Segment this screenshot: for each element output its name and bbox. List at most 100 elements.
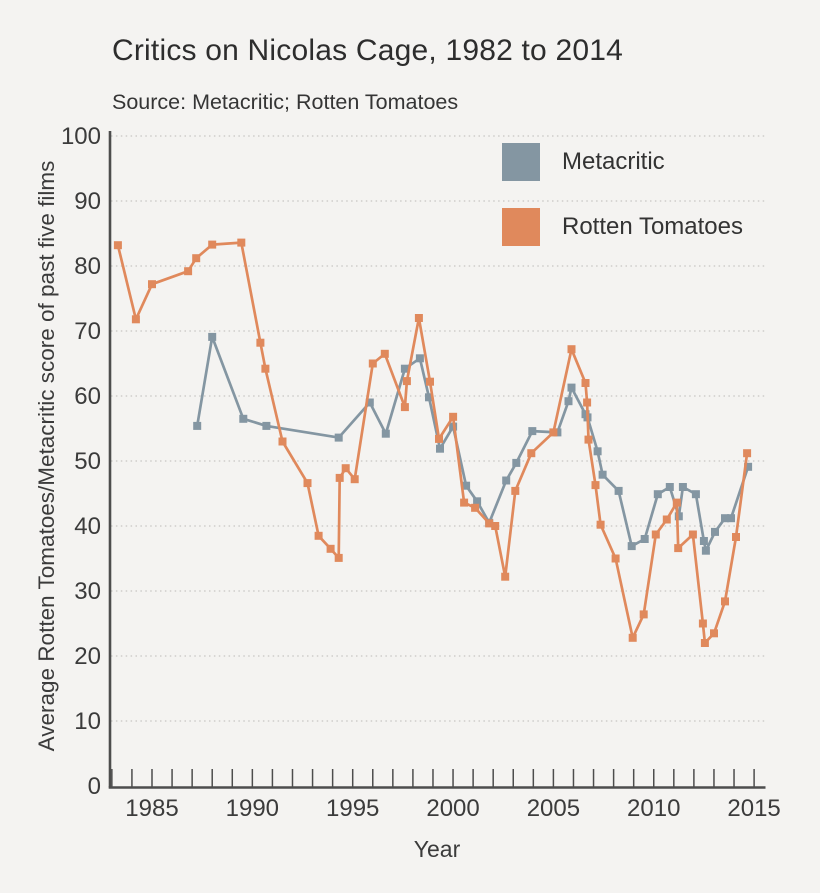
data-point xyxy=(400,403,409,412)
data-point xyxy=(341,464,350,473)
data-point xyxy=(415,354,424,363)
data-point xyxy=(721,514,729,523)
data-point xyxy=(640,535,649,543)
y-tick-label: 80 xyxy=(74,253,101,280)
data-point xyxy=(596,520,605,529)
data-point xyxy=(502,476,511,485)
data-point xyxy=(239,414,248,423)
data-point xyxy=(501,572,510,581)
data-point xyxy=(699,537,708,545)
chart-source: Source: Metacritic; Rotten Tomatoes xyxy=(112,90,459,114)
data-point xyxy=(674,512,683,521)
data-point xyxy=(628,633,637,642)
data-point xyxy=(672,498,681,507)
data-point xyxy=(131,315,140,324)
data-point xyxy=(368,359,377,368)
data-point xyxy=(208,240,217,249)
data-point xyxy=(698,619,707,628)
y-tick-label: 20 xyxy=(74,643,101,670)
data-point xyxy=(237,238,246,247)
data-point xyxy=(665,483,674,491)
data-point xyxy=(113,241,122,250)
y-tick-label: 30 xyxy=(74,578,101,605)
y-tick-label: 0 xyxy=(88,773,101,800)
legend: Metacritic Rotten Tomatoes xyxy=(502,143,743,273)
data-point xyxy=(471,503,480,512)
data-point xyxy=(278,437,287,446)
data-point xyxy=(662,515,671,524)
data-point xyxy=(414,314,423,322)
data-point xyxy=(691,490,700,499)
data-point xyxy=(334,433,343,442)
data-point xyxy=(184,267,193,276)
y-tick-label: 50 xyxy=(74,448,101,475)
data-point xyxy=(262,421,271,430)
x-tick-label: 2000 xyxy=(426,795,479,822)
data-point xyxy=(435,434,443,443)
x-axis-title: Year xyxy=(413,836,461,862)
data-point xyxy=(591,481,600,490)
data-point xyxy=(402,377,411,386)
y-axis-title: Average Rotten Tomatoes/Metacritic score… xyxy=(34,160,59,752)
data-point xyxy=(598,470,607,479)
data-point xyxy=(449,412,458,421)
legend-label-rotten-tomatoes: Rotten Tomatoes xyxy=(562,213,743,240)
data-point xyxy=(365,398,374,407)
data-point xyxy=(701,546,710,555)
data-point xyxy=(549,428,558,437)
data-point xyxy=(627,542,636,551)
y-tick-label: 100 xyxy=(61,123,101,150)
data-point xyxy=(491,522,500,530)
data-point xyxy=(653,490,662,499)
data-point xyxy=(744,462,753,471)
data-point xyxy=(460,498,469,507)
data-point xyxy=(148,280,156,289)
data-point xyxy=(678,483,687,491)
data-point xyxy=(473,497,482,506)
series-line-rotten-tomatoes xyxy=(116,241,749,645)
data-point xyxy=(511,486,520,495)
data-point xyxy=(611,554,620,563)
data-point xyxy=(462,481,471,490)
data-point xyxy=(727,514,735,523)
legend-swatch-metacritic xyxy=(502,143,540,181)
y-tick-label: 70 xyxy=(74,318,101,345)
data-point xyxy=(639,610,648,619)
data-point xyxy=(614,486,623,495)
data-point xyxy=(528,427,537,436)
data-point xyxy=(326,544,335,553)
legend-item-metacritic: Metacritic xyxy=(502,143,743,181)
data-point xyxy=(334,553,343,562)
data-point xyxy=(721,597,729,606)
data-point xyxy=(651,530,660,539)
data-point xyxy=(581,379,590,387)
y-tick-label: 40 xyxy=(74,513,101,540)
data-point xyxy=(485,519,494,528)
data-point xyxy=(512,458,521,467)
x-tick-label: 2005 xyxy=(527,795,580,822)
data-point xyxy=(593,447,602,456)
data-point xyxy=(711,527,719,536)
data-point xyxy=(436,444,444,453)
data-point xyxy=(527,449,536,458)
x-tick-label: 2010 xyxy=(627,795,680,822)
y-tick-label: 90 xyxy=(74,188,101,215)
data-point xyxy=(743,449,752,458)
data-point xyxy=(350,475,359,484)
data-point xyxy=(303,479,312,488)
data-point xyxy=(732,533,740,541)
data-point xyxy=(261,364,270,373)
data-point xyxy=(674,544,683,553)
data-point xyxy=(583,398,592,407)
data-point xyxy=(381,429,390,438)
x-tick-label: 1995 xyxy=(326,795,379,822)
data-point xyxy=(584,435,593,444)
data-point xyxy=(208,332,217,341)
data-point xyxy=(567,345,576,354)
y-tick-label: 10 xyxy=(74,708,101,735)
data-point xyxy=(400,364,409,373)
data-point xyxy=(192,254,201,263)
y-tick-label: 60 xyxy=(74,383,101,410)
